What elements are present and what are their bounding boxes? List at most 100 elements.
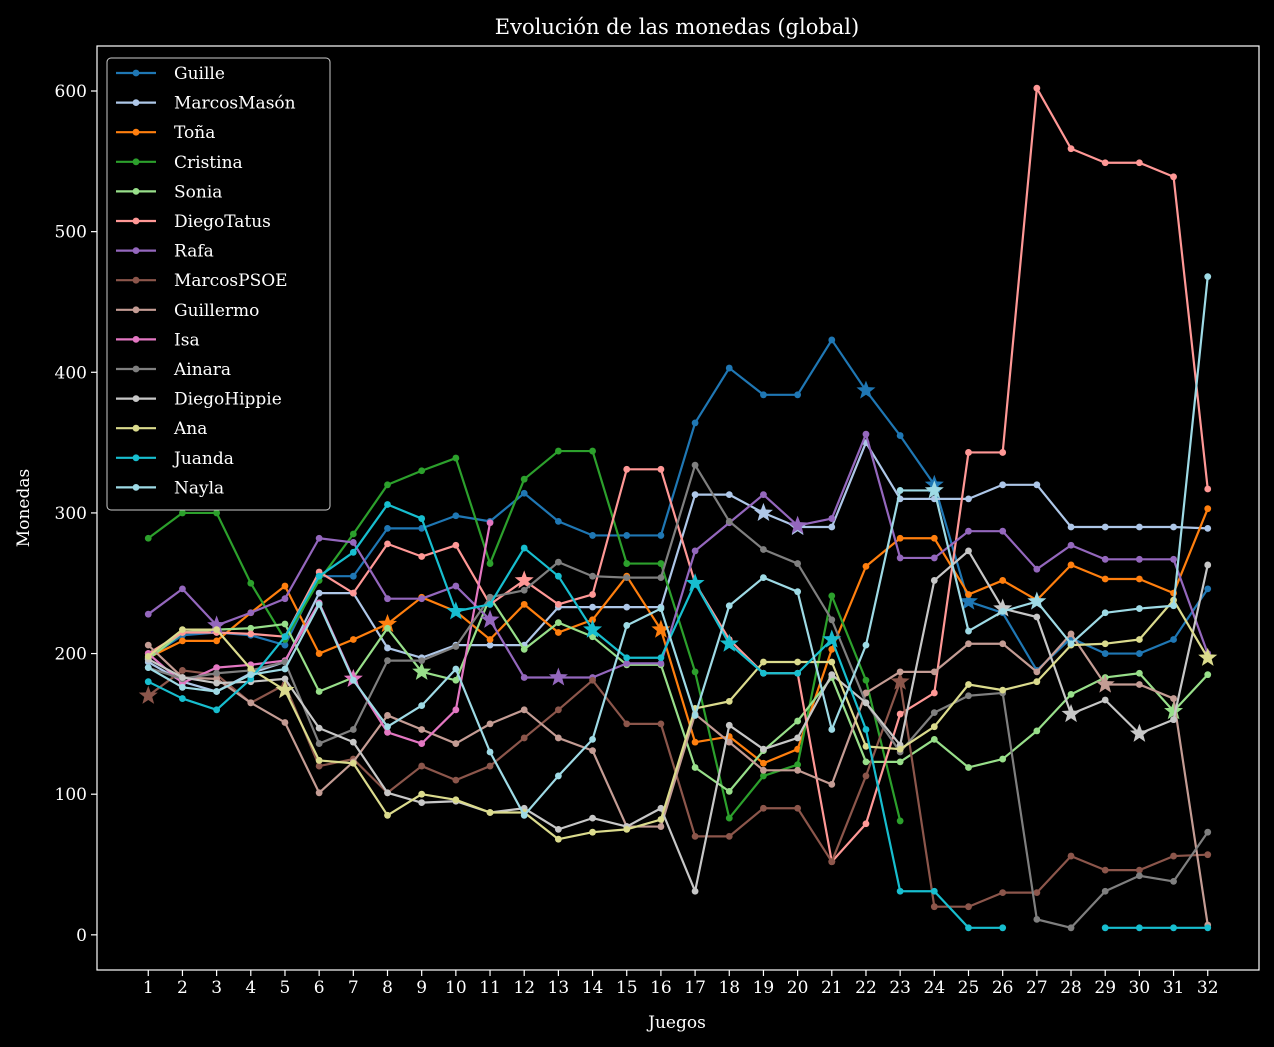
x-tick-label: 11 [479, 978, 501, 998]
data-point [247, 699, 255, 707]
x-tick-label: 8 [382, 978, 393, 998]
data-point [486, 636, 494, 643]
x-tick-label: 32 [1197, 978, 1219, 998]
data-point [315, 600, 323, 608]
data-point [725, 814, 733, 822]
x-tick-label: 5 [280, 978, 291, 998]
legend-swatch-marker [132, 188, 140, 195]
data-point [213, 706, 221, 714]
data-point [896, 534, 904, 542]
data-point [760, 766, 767, 774]
y-tick-label: 600 [55, 82, 87, 102]
data-point [862, 699, 870, 707]
legend-swatch-marker [132, 484, 140, 491]
data-point [623, 465, 631, 473]
data-point [281, 665, 289, 673]
star-marker [207, 615, 227, 634]
series-line [147, 276, 1209, 817]
data-point [999, 640, 1007, 648]
data-point [691, 491, 699, 499]
data-point [1170, 695, 1177, 702]
data-point [760, 759, 767, 767]
data-point [486, 748, 494, 756]
data-point [384, 524, 391, 532]
data-point [281, 675, 289, 683]
star-marker [753, 502, 773, 522]
data-point [657, 816, 665, 823]
data-point [1135, 872, 1143, 880]
data-point [1101, 887, 1109, 895]
data-point [349, 726, 357, 733]
data-point [930, 903, 938, 911]
x-tick-label: 4 [245, 978, 256, 998]
data-point [1170, 924, 1177, 932]
x-tick-label: 18 [718, 978, 740, 998]
legend-item-MarcosPSOE: MarcosPSOE [116, 271, 288, 291]
legend-item-Ana: Ana [116, 419, 207, 439]
series-Juanda [144, 501, 1212, 932]
data-point [384, 811, 391, 819]
star-marker [993, 598, 1013, 617]
star-marker [1198, 647, 1218, 666]
data-point [691, 764, 699, 771]
series-line [147, 599, 1209, 841]
data-point [589, 676, 596, 684]
data-point [1033, 481, 1041, 489]
star-marker [958, 591, 979, 610]
data-point [999, 527, 1007, 535]
data-point [657, 804, 665, 812]
data-point [1204, 671, 1212, 679]
data-point [794, 734, 802, 742]
data-point [213, 664, 221, 672]
legend-item-DiegoTatus: DiegoTatus [116, 212, 271, 232]
star-marker [377, 614, 398, 633]
data-point [896, 817, 904, 825]
data-point [486, 560, 494, 567]
data-point [589, 814, 596, 822]
data-point [623, 622, 631, 629]
legend-item-Ainara: Ainara [116, 360, 231, 380]
data-point [418, 740, 426, 747]
data-point [999, 607, 1007, 615]
data-point [315, 724, 323, 732]
data-point [657, 532, 665, 539]
data-point [418, 726, 426, 733]
series-line [147, 433, 1209, 679]
data-point [213, 626, 221, 634]
data-point [349, 636, 357, 643]
series-line [147, 441, 1208, 693]
data-point [179, 674, 186, 681]
y-tick-label: 200 [55, 645, 87, 665]
legend-item-Rafa: Rafa [116, 242, 214, 262]
data-point [1135, 866, 1143, 874]
data-point [862, 641, 870, 649]
data-point [691, 712, 699, 719]
y-tick-label: 300 [55, 504, 87, 524]
data-point [828, 336, 836, 344]
data-point [760, 391, 767, 399]
data-point [657, 574, 665, 582]
data-point [1135, 159, 1143, 167]
data-point [725, 787, 733, 795]
data-point [247, 671, 255, 679]
data-point [1067, 145, 1075, 153]
data-point [554, 447, 562, 455]
data-point [828, 523, 836, 531]
data-point [486, 593, 494, 601]
data-point [725, 832, 733, 840]
data-point [1101, 159, 1109, 167]
data-point [1204, 505, 1212, 513]
data-point [1135, 924, 1143, 932]
data-point [486, 519, 494, 527]
legend-label: Cristina [174, 153, 243, 173]
data-point [144, 664, 152, 672]
data-point [315, 688, 323, 695]
data-point [1170, 173, 1177, 181]
data-point [213, 688, 221, 695]
data-point [623, 654, 631, 662]
legend-item-Cristina: Cristina [116, 153, 243, 173]
data-point [349, 530, 357, 538]
data-point [520, 489, 528, 497]
data-point [965, 764, 972, 771]
